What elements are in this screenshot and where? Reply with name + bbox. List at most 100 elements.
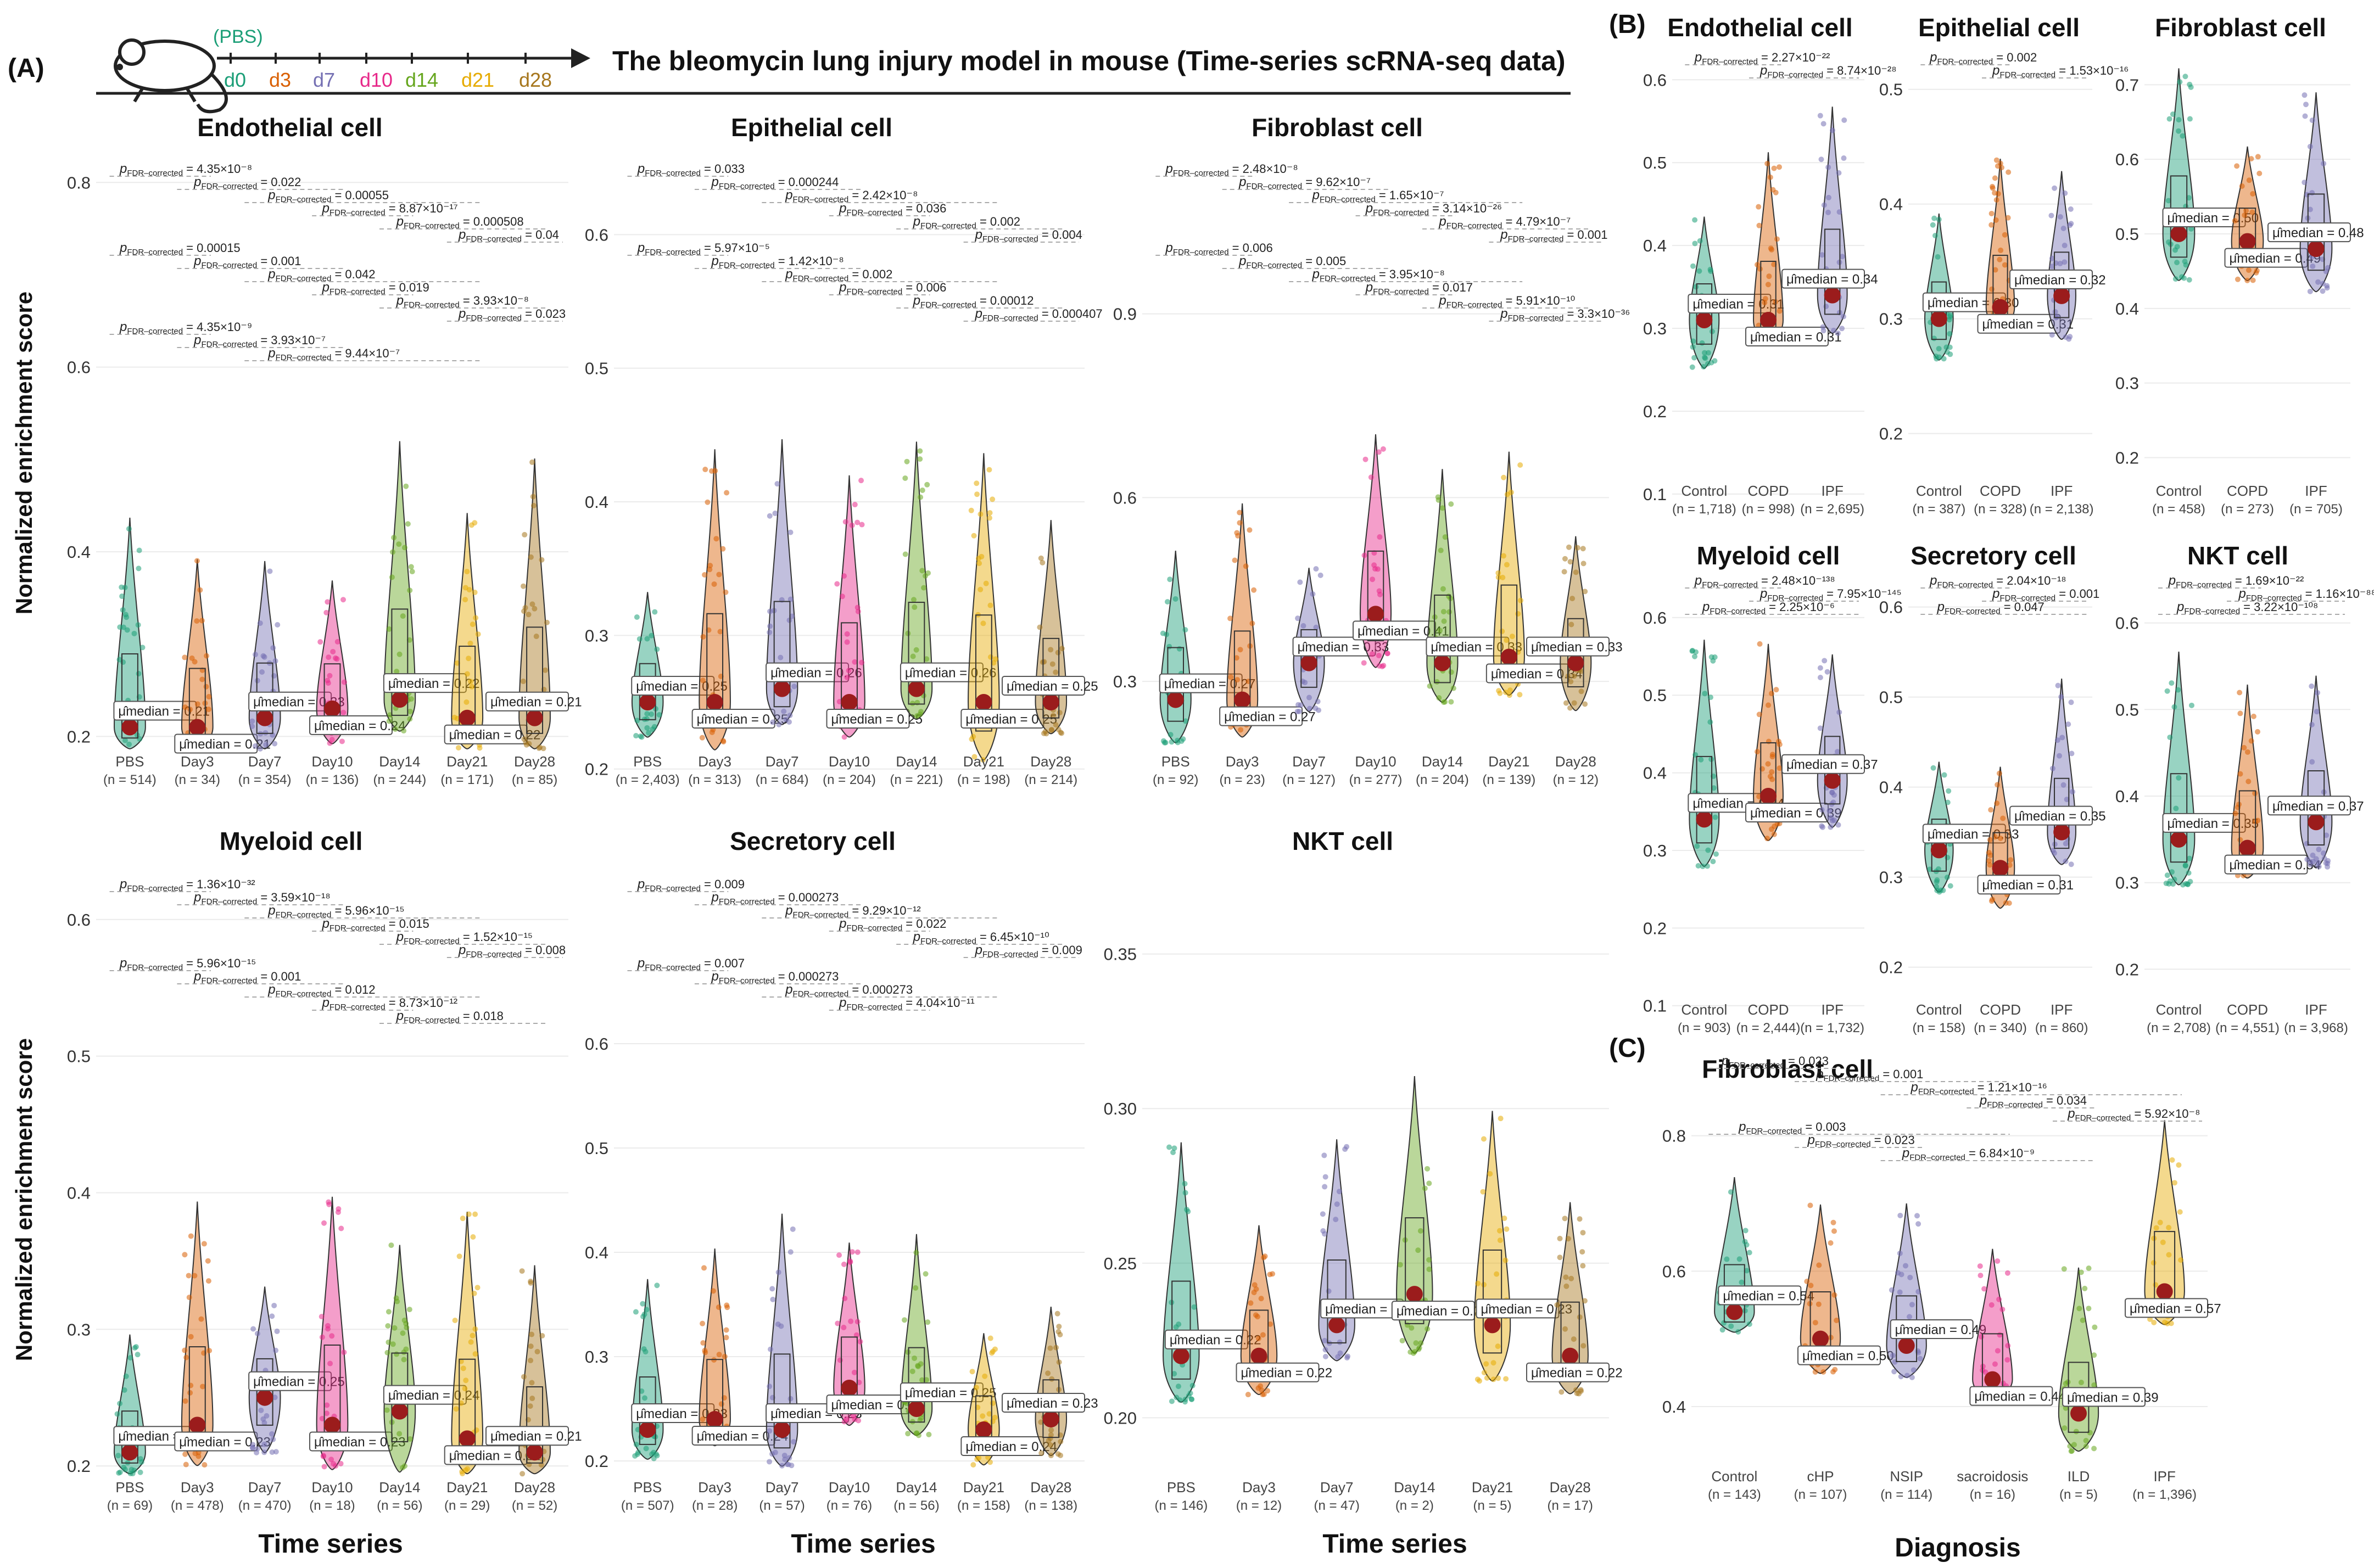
y-tick-label: 0.2 (1879, 958, 1903, 977)
p-letter: p (119, 956, 127, 971)
data-point (2063, 858, 2069, 864)
data-point (1049, 661, 1055, 667)
p-letter: p (637, 161, 645, 176)
data-point (787, 529, 794, 535)
data-point (1502, 1257, 1509, 1263)
p-letter: p (193, 254, 201, 268)
data-point (722, 1353, 728, 1359)
data-point (986, 467, 992, 473)
median-dot-NSIP (1898, 1337, 1915, 1354)
data-point (1418, 1340, 1424, 1346)
data-point (717, 629, 723, 635)
data-point (1947, 351, 1953, 357)
violin-ILD (2058, 1267, 2099, 1452)
data-point (384, 1407, 390, 1413)
data-point (321, 1220, 327, 1226)
data-point (139, 645, 146, 651)
p-subscript: FDR–corrected (329, 1003, 386, 1012)
p-value: = 0.004 (1038, 228, 1082, 242)
data-point (1690, 338, 1696, 344)
data-point (1337, 1339, 1343, 1345)
n-label: (n = 277) (1349, 772, 1403, 787)
p-letter: p (785, 267, 792, 282)
data-point (2092, 1324, 2098, 1330)
data-point (2066, 336, 2072, 342)
data-point (1986, 849, 1992, 855)
p-subscript: FDR–corrected (276, 195, 332, 204)
data-point (2244, 749, 2250, 755)
data-point (2255, 154, 2261, 160)
median-dot-Day21 (1500, 648, 1517, 665)
data-point (923, 1377, 929, 1383)
p-subscript: FDR–corrected (846, 1003, 902, 1012)
data-point (2078, 1269, 2084, 1275)
p-letter: p (637, 877, 645, 892)
data-point (261, 1441, 267, 1447)
median-label-box (1977, 875, 2061, 895)
data-point (137, 1456, 143, 1462)
data-point (1176, 646, 1182, 652)
data-point (1701, 350, 1707, 356)
violin-PBS (1159, 550, 1192, 743)
data-point (790, 1226, 796, 1232)
median-dot-Day10 (841, 694, 858, 710)
y-tick-label: 0.6 (2115, 614, 2139, 633)
p-value-label: pFDR–corrected = 3.22×10⁻¹⁰⁸ (2176, 600, 2318, 616)
data-point (1998, 247, 2004, 253)
p-value-label: pFDR–corrected = 5.91×10⁻¹⁰ (1438, 293, 1575, 310)
data-point (1245, 1392, 1251, 1398)
data-point (1711, 785, 1717, 791)
data-point (989, 1350, 995, 1356)
p-subscript: FDR–corrected (127, 169, 183, 178)
p-subscript: FDR–corrected (2184, 607, 2240, 616)
data-point (2303, 102, 2309, 108)
data-point (274, 1328, 280, 1334)
data-point (1376, 449, 1382, 455)
p-letter: p (1694, 50, 1702, 65)
data-point (1501, 474, 1507, 480)
data-point (527, 1403, 533, 1409)
data-point (403, 1320, 409, 1326)
p-value-label: pFDR–corrected = 0.003 (1738, 1119, 1846, 1136)
n-label: (n = 204) (1416, 772, 1469, 787)
median-dot-Day28 (1562, 1347, 1579, 1364)
data-point (407, 1436, 413, 1442)
data-point (2165, 198, 2171, 204)
timeline-day-d3: d3 (269, 69, 291, 91)
n-label: (n = 56) (377, 1498, 422, 1513)
median-label-box (1236, 1362, 1320, 1382)
p-letter: p (322, 916, 329, 931)
data-point (2248, 738, 2254, 744)
data-point (1831, 1228, 1837, 1234)
data-point (1580, 1230, 1586, 1236)
data-point (1425, 1166, 1431, 1172)
data-point (1267, 1272, 1273, 1278)
median-dot-Day28 (526, 709, 543, 726)
y-tick-label: 0.6 (67, 910, 91, 929)
data-point (1774, 236, 1780, 242)
data-point (1994, 800, 2000, 807)
p-subscript: FDR–corrected (329, 923, 386, 933)
p-letter: p (458, 227, 466, 242)
data-point (1567, 559, 1573, 565)
data-point (394, 1351, 400, 1357)
median-label-box (1969, 1386, 2053, 1406)
p-value-label: pFDR–corrected = 0.001 (1816, 1067, 1923, 1083)
x-tick-label: PBS (115, 1479, 144, 1496)
x-tick-label: Day28 (514, 753, 555, 770)
n-label: (n = 127) (1282, 772, 1336, 787)
data-point (205, 1258, 211, 1264)
x-tick-label: Day21 (1472, 1479, 1513, 1496)
p-value: = 0.00055 (331, 188, 389, 202)
data-point (2232, 810, 2238, 816)
data-point (2000, 815, 2006, 821)
data-point (2237, 690, 2243, 696)
data-point (1322, 1231, 1328, 1237)
p-letter: p (1929, 573, 1937, 588)
p-letter: p (975, 227, 982, 242)
n-label: (n = 514) (103, 772, 157, 787)
data-point (528, 1358, 534, 1364)
data-point (135, 1352, 141, 1358)
p-subscript: FDR–corrected (1937, 57, 1993, 66)
